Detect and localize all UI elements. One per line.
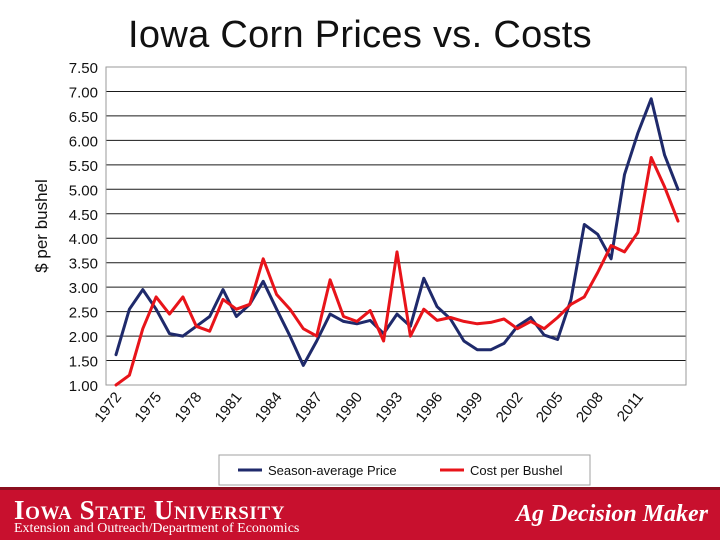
footer-stripe [0, 487, 720, 490]
legend: Season-average Price Cost per Bushel [218, 454, 591, 486]
x-axis: 1972 1975 1978 1981 1984 1987 1990 1993 1996 1999… [91, 389, 647, 426]
footer-bar: Iowa State University Extension and Outr… [0, 487, 720, 540]
plot-area [105, 66, 687, 386]
x-tick-label: 1996 [412, 389, 446, 426]
product-name: Ag Decision Maker [516, 501, 708, 527]
x-tick-label: 2005 [533, 389, 567, 426]
series-line-cost [114, 156, 680, 387]
legend-label: Cost per Bushel [470, 463, 563, 478]
y-axis-label: $ per bushel [32, 179, 51, 273]
y-tick-label: 3.50 [69, 256, 98, 273]
x-tick-label: 1990 [332, 389, 366, 426]
x-tick-label: 2011 [614, 389, 647, 425]
y-tick-label: 1.00 [69, 378, 98, 395]
x-tick-label: 1978 [171, 389, 205, 426]
x-tick-label: 1993 [372, 389, 406, 426]
chart-title: Iowa Corn Prices vs. Costs [128, 14, 592, 56]
y-tick-label: 6.50 [69, 109, 98, 126]
line-chart: 1.00 1.50 2.00 2.50 3.00 3.50 4.00 4.50 5.00 5.50… [32, 60, 687, 486]
x-tick-label: 1999 [452, 389, 486, 426]
y-gridlines [106, 66, 686, 386]
x-tick-label: 1984 [252, 389, 286, 426]
y-tick-label: 5.00 [69, 182, 98, 199]
y-tick-label: 6.00 [69, 133, 98, 150]
legend-label: Season-average Price [268, 463, 397, 478]
y-tick-label: 4.50 [69, 207, 98, 224]
series-line-price [114, 97, 680, 367]
y-tick-label: 3.00 [69, 280, 98, 297]
y-tick-label: 4.00 [69, 231, 98, 248]
y-tick-label: 5.50 [69, 158, 98, 175]
university-name: Iowa State University [14, 495, 286, 525]
x-tick-label: 2008 [573, 389, 607, 426]
x-tick-label: 2002 [493, 389, 527, 426]
department-name: Extension and Outreach/Department of Eco… [14, 521, 300, 536]
y-tick-label: 7.00 [69, 84, 98, 101]
y-axis: 1.00 1.50 2.00 2.50 3.00 3.50 4.00 4.50 5.00 5.50… [69, 60, 98, 395]
x-tick-label: 1975 [131, 389, 165, 426]
y-tick-label: 2.00 [69, 329, 98, 346]
y-tick-label: 1.50 [69, 354, 98, 371]
series-lines [114, 97, 680, 387]
y-tick-label: 2.50 [69, 305, 98, 322]
y-tick-label: 7.50 [69, 60, 98, 77]
legend-box [218, 454, 591, 486]
x-tick-label: 1987 [292, 389, 326, 426]
x-tick-label: 1981 [212, 389, 246, 426]
